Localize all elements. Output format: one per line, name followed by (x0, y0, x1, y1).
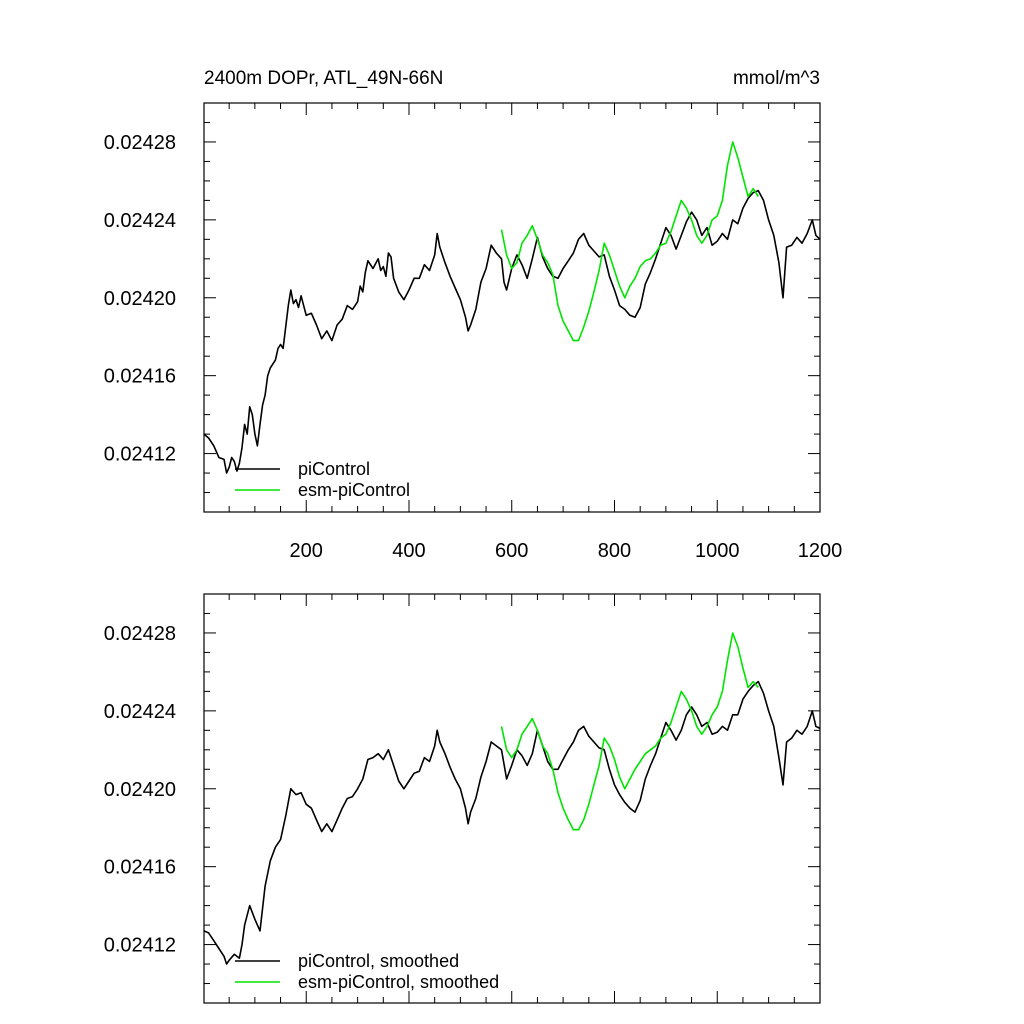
legend-label: piControl, smoothed (298, 951, 459, 971)
chart-panel-bottom: 0.02412 0.02416 0.02420 0.02424 0.02428 piCo… (104, 593, 821, 1004)
series-lines (203, 632, 821, 965)
x-tick-label: 1000 (695, 540, 740, 562)
y-tick-label: 0.02420 (104, 779, 176, 801)
x-tick-label: 600 (495, 540, 528, 562)
x-tick-label: 200 (290, 540, 323, 562)
x-tick-label: 1200 (798, 540, 843, 562)
legend-label: piControl (298, 459, 370, 479)
y-tick-labels: 0.02412 0.02416 0.02420 0.02424 0.02428 (104, 132, 176, 466)
x-tick-label: 400 (392, 540, 425, 562)
plot-frame (203, 593, 821, 1004)
legend: piControl esm-piControl (235, 459, 410, 500)
y-tick-label: 0.02412 (104, 935, 176, 957)
chart-title-left: 2400m DOPr, ATL_49N-66N (204, 68, 443, 89)
series-line (500, 632, 759, 831)
y-tick-label: 0.02412 (104, 444, 176, 466)
series-line (203, 680, 821, 965)
chart-panel-top: 2400m DOPr, ATL_49N-66N mmol/m^3 0.02412… (104, 68, 843, 562)
chart-units-label: mmol/m^3 (733, 68, 820, 89)
x-tick-labels: 200 400 600 800 1000 1200 (290, 540, 843, 562)
x-tick-label: 800 (598, 540, 631, 562)
y-tick-label: 0.02424 (104, 701, 176, 723)
legend-label: esm-piControl, smoothed (298, 972, 499, 992)
y-tick-labels: 0.02412 0.02416 0.02420 0.02424 0.02428 (104, 623, 176, 957)
y-tick-label: 0.02428 (104, 132, 176, 154)
series-line (500, 141, 759, 342)
legend-label: esm-piControl (298, 480, 410, 500)
axis-ticks (204, 593, 821, 1004)
y-tick-label: 0.02420 (104, 288, 176, 310)
plot-frame (203, 102, 821, 513)
y-tick-label: 0.02416 (104, 366, 176, 388)
y-tick-label: 0.02428 (104, 623, 176, 645)
series-line (203, 189, 821, 474)
y-tick-label: 0.02424 (104, 210, 176, 232)
series-lines (203, 141, 821, 474)
y-tick-label: 0.02416 (104, 857, 176, 879)
legend: piControl, smoothed esm-piControl, smoot… (235, 951, 499, 992)
